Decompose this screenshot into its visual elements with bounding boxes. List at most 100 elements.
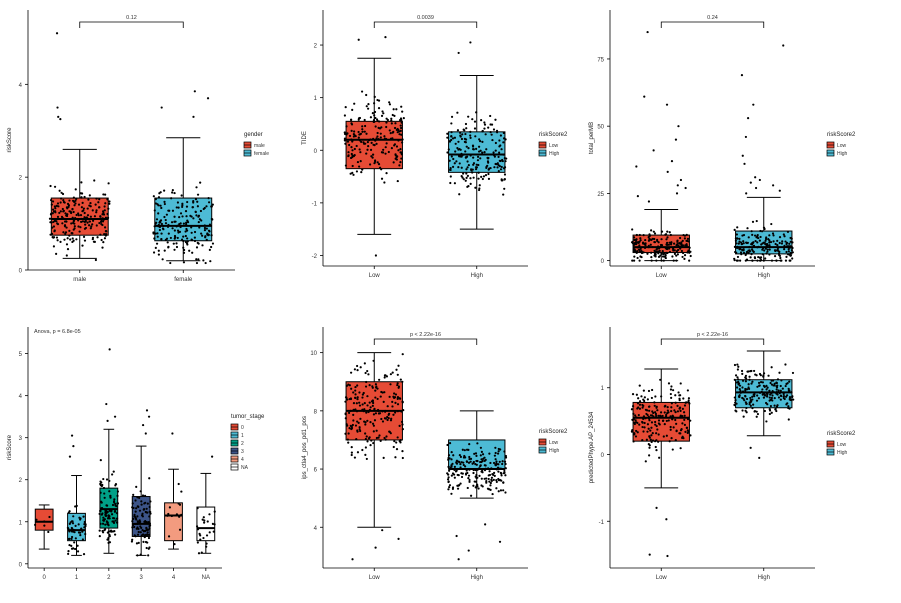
data-point: [369, 148, 373, 151]
data-point: [633, 238, 636, 241]
data-point: [447, 458, 450, 461]
data-point: [81, 220, 85, 223]
data-point: [208, 248, 211, 251]
data-point: [791, 251, 794, 254]
data-point: [141, 494, 145, 497]
data-point: [203, 519, 206, 522]
data-point: [72, 547, 75, 550]
data-point: [787, 418, 790, 421]
data-point: [502, 131, 505, 135]
data-point: [453, 476, 456, 479]
data-point: [496, 166, 499, 169]
data-point: [206, 520, 209, 523]
outlier-point: [498, 540, 502, 543]
data-point: [50, 199, 53, 202]
data-point: [769, 240, 773, 244]
data-point: [650, 251, 653, 254]
data-point: [368, 408, 372, 411]
data-point: [153, 209, 156, 212]
data-point: [448, 486, 451, 489]
data-point: [502, 137, 506, 140]
data-point: [500, 165, 503, 169]
data-point: [66, 237, 69, 240]
data-point: [396, 382, 399, 385]
data-point: [745, 258, 749, 261]
data-point: [489, 484, 492, 487]
box-1: [67, 512, 86, 542]
data-point: [762, 391, 765, 394]
data-point: [669, 392, 672, 396]
data-point: [356, 451, 360, 454]
data-point: [395, 448, 399, 451]
data-point: [637, 241, 640, 244]
data-point: [170, 197, 173, 200]
data-point: [158, 192, 161, 195]
data-point: [494, 162, 497, 166]
x-tick-label: Low: [369, 273, 381, 279]
data-point: [103, 205, 106, 208]
outlier-point: [397, 537, 400, 540]
data-point: [666, 406, 669, 409]
data-point: [101, 213, 104, 216]
data-point: [667, 382, 671, 385]
data-point: [365, 457, 368, 461]
data-point: [370, 155, 373, 158]
data-point: [180, 513, 183, 517]
data-point: [772, 234, 775, 237]
data-point: [194, 210, 197, 214]
x-tick-label: female: [174, 277, 193, 283]
outlier-point: [206, 97, 210, 100]
y-tick-label: 8: [314, 409, 318, 415]
data-point: [380, 177, 384, 180]
data-point: [366, 395, 369, 398]
data-point: [371, 138, 375, 141]
significance-bracket: [660, 338, 765, 345]
data-point: [400, 133, 403, 136]
data-point: [460, 166, 463, 169]
data-point: [465, 168, 468, 171]
data-point: [356, 396, 359, 399]
data-point: [401, 456, 404, 460]
data-point: [468, 480, 471, 483]
data-point: [680, 249, 683, 253]
data-point: [739, 247, 742, 250]
data-point: [395, 145, 399, 148]
data-point: [662, 252, 665, 256]
data-point: [775, 388, 778, 391]
data-point: [374, 116, 377, 120]
data-point: [653, 404, 656, 407]
data-point: [365, 105, 368, 108]
data-point: [199, 534, 202, 537]
data-point: [212, 530, 215, 533]
data-point: [669, 388, 673, 391]
data-point: [397, 139, 400, 142]
data-point: [143, 494, 147, 497]
data-point: [501, 460, 504, 463]
data-point: [467, 474, 471, 477]
data-point: [658, 456, 661, 459]
data-point: [376, 397, 379, 401]
data-point: [462, 178, 465, 181]
data-point: [472, 468, 475, 472]
x-tick-label: Low: [656, 273, 668, 279]
outlier-point: [749, 181, 752, 184]
data-point: [459, 463, 462, 466]
data-point: [648, 409, 651, 412]
data-point: [446, 132, 449, 135]
data-point: [381, 110, 384, 113]
data-point: [683, 254, 687, 257]
data-point: [84, 223, 87, 226]
data-point: [378, 127, 382, 130]
data-point: [108, 533, 111, 536]
data-point: [670, 437, 673, 440]
data-point: [751, 233, 754, 236]
data-point: [446, 443, 449, 447]
data-point: [71, 522, 75, 525]
data-point: [452, 454, 455, 457]
data-point: [174, 220, 177, 223]
data-point: [205, 545, 208, 548]
data-point: [73, 225, 76, 228]
data-point: [395, 158, 398, 161]
data-point: [181, 202, 184, 205]
data-point: [148, 515, 151, 518]
